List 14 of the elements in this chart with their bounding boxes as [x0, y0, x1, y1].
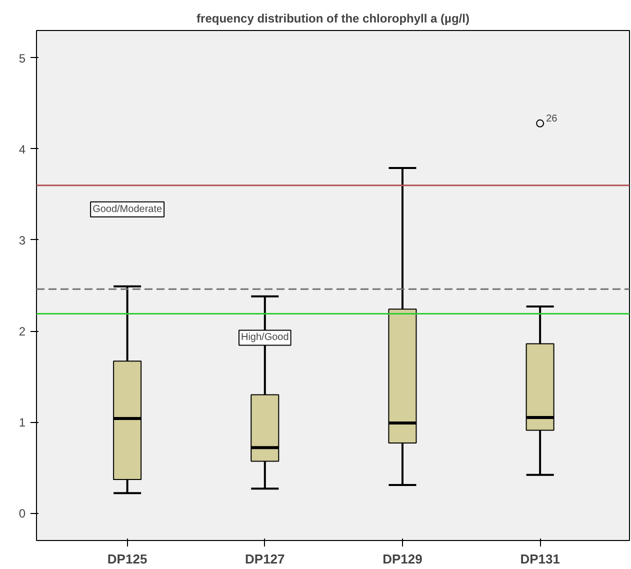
y-tick-label: 3 [18, 233, 26, 248]
chart-title: frequency distribution of the chlorophyll a (µg/l) [196, 12, 470, 26]
y-tick-label: 4 [18, 142, 26, 156]
y-tick-label: 0 [18, 506, 26, 521]
y-tick-label: 1 [18, 416, 26, 430]
ref-line-label: Good/Moderate [92, 204, 162, 215]
ref-line-label: High/Good [240, 332, 289, 344]
x-tick-label: DP131 [520, 552, 560, 566]
x-tick-label: DP127 [245, 552, 285, 566]
y-tick-label: 2 [18, 324, 26, 339]
annotation: 26 [546, 113, 558, 124]
x-tick-label: DP125 [107, 552, 148, 566]
y-tick-label: 5 [18, 51, 26, 66]
x-tick-label: DP129 [382, 552, 422, 566]
